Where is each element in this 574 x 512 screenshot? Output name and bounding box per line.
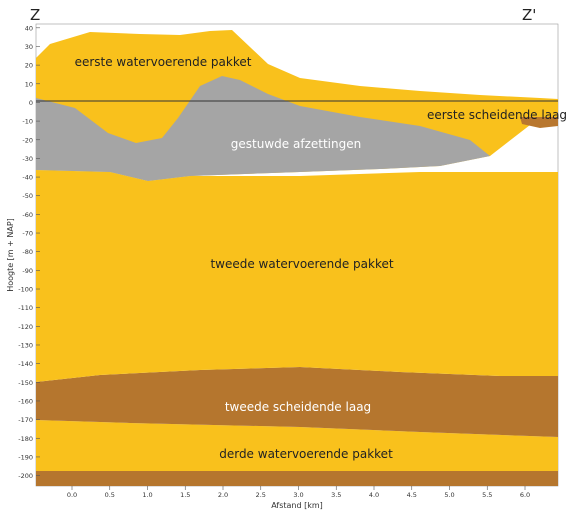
label-pushed-deposits: gestuwde afzettingen bbox=[231, 137, 361, 151]
label-aquifer3: derde watervoerende pakket bbox=[219, 447, 393, 461]
x-tick-label: 1.5 bbox=[180, 491, 190, 499]
x-tick-label: 0.5 bbox=[105, 491, 115, 499]
label-aquitard1: eerste scheidende laag bbox=[427, 108, 567, 122]
y-tick-label: -170 bbox=[18, 416, 33, 424]
y-tick-label: -10 bbox=[22, 118, 33, 126]
label-aquifer1: eerste watervoerende pakket bbox=[75, 55, 252, 69]
y-tick-label: -90 bbox=[22, 267, 33, 275]
layer-aquitard2 bbox=[36, 367, 558, 437]
y-tick-label: 20 bbox=[25, 62, 33, 70]
y-axis-title: Hoogte [m + NAP] bbox=[6, 218, 15, 292]
y-tick-label: -70 bbox=[22, 230, 33, 238]
y-tick-label: -60 bbox=[22, 211, 33, 219]
y-tick-label: 10 bbox=[25, 80, 33, 88]
y-tick-label: -160 bbox=[18, 397, 33, 405]
y-tick-label: 30 bbox=[25, 43, 33, 51]
y-tick-label: 0 bbox=[29, 99, 33, 107]
y-tick-label: -200 bbox=[18, 472, 33, 480]
y-axis-ticks: 40 30 20 10 0 -10 -20 -30 -40 -50 -60 -70 -80 -90 -100… bbox=[18, 24, 40, 480]
section-end-label: Z' bbox=[522, 6, 537, 24]
y-tick-label: -50 bbox=[22, 192, 33, 200]
x-tick-label: 1.0 bbox=[142, 491, 152, 499]
x-tick-label: 4.0 bbox=[369, 491, 379, 499]
y-tick-label: -30 bbox=[22, 155, 33, 163]
y-tick-label: 40 bbox=[25, 24, 33, 32]
y-tick-label: -150 bbox=[18, 379, 33, 387]
x-tick-label: 3.0 bbox=[293, 491, 303, 499]
layer-aquifer3 bbox=[36, 420, 558, 486]
y-tick-label: -140 bbox=[18, 360, 33, 368]
y-tick-label: -130 bbox=[18, 341, 33, 349]
y-tick-label: -180 bbox=[18, 435, 33, 443]
label-aquitard2: tweede scheidende laag bbox=[225, 400, 371, 414]
layer-bottom-band bbox=[36, 471, 558, 486]
layer-aquifer2 bbox=[36, 170, 558, 382]
y-tick-label: -80 bbox=[22, 248, 33, 256]
y-tick-label: -190 bbox=[18, 453, 33, 461]
label-aquifer2: tweede watervoerende pakket bbox=[210, 257, 393, 271]
x-tick-label: 6.0 bbox=[520, 491, 530, 499]
y-tick-label: -20 bbox=[22, 136, 33, 144]
x-tick-label: 3.5 bbox=[331, 491, 341, 499]
x-axis-title: Afstand [km] bbox=[271, 501, 323, 510]
section-start-label: Z bbox=[30, 6, 41, 24]
x-axis-ticks: 0.0 0.5 1.0 1.5 2.0 2.5 3.0 3.5 4.0 4.5 5.0 5.5 6.0 bbox=[67, 486, 530, 499]
y-tick-label: -120 bbox=[18, 323, 33, 331]
y-tick-label: -100 bbox=[18, 286, 33, 294]
y-tick-label: -110 bbox=[18, 304, 33, 312]
x-tick-label: 4.5 bbox=[407, 491, 417, 499]
layer-aquitard1 bbox=[520, 117, 558, 128]
x-tick-label: 0.0 bbox=[67, 491, 77, 499]
x-tick-label: 2.0 bbox=[218, 491, 228, 499]
x-tick-label: 5.5 bbox=[482, 491, 492, 499]
layer-pushed-deposits bbox=[36, 76, 490, 181]
y-tick-label: -40 bbox=[22, 174, 33, 182]
x-tick-label: 2.5 bbox=[256, 491, 266, 499]
x-tick-label: 5.0 bbox=[444, 491, 454, 499]
